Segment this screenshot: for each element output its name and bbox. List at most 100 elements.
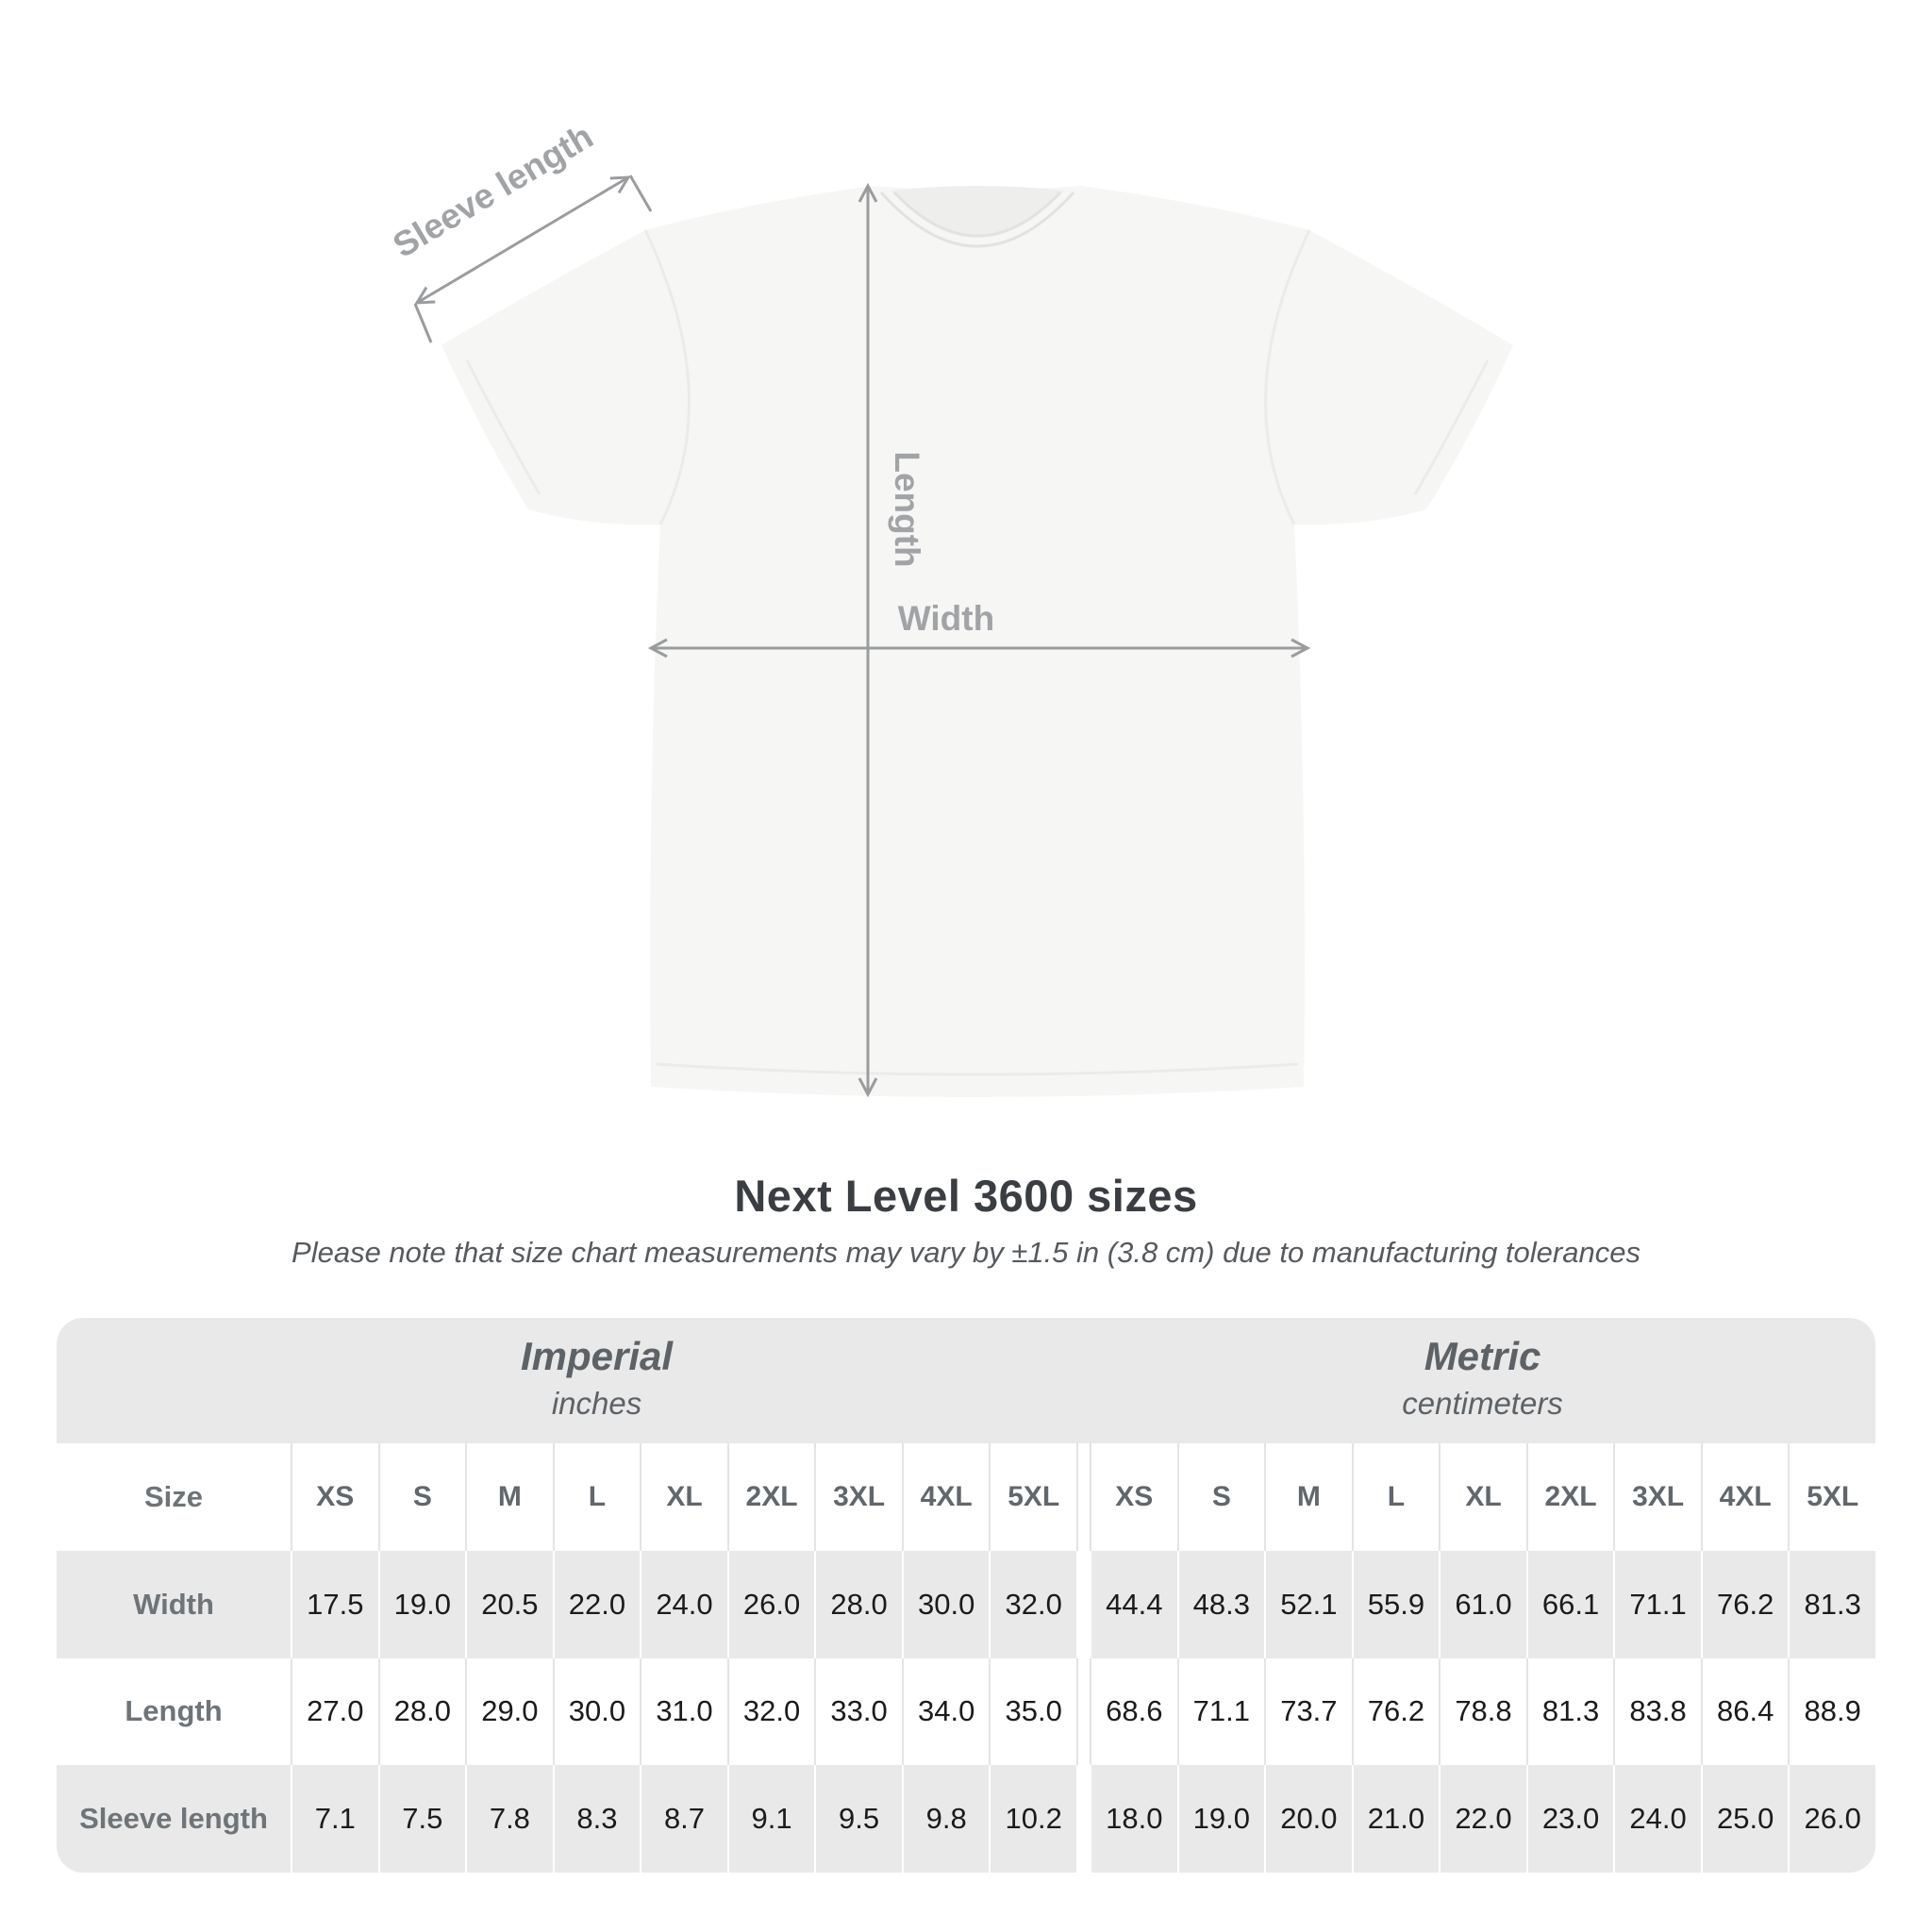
value-cell: 32.0 [989, 1550, 1076, 1658]
value-cell: 22.0 [552, 1550, 641, 1658]
imperial-header-sublabel: inches [551, 1386, 642, 1422]
value-cell: 9.1 [726, 1765, 815, 1873]
value-cell: 25.0 [1700, 1765, 1789, 1873]
collar-outer-seam [879, 191, 1075, 248]
value-cell: 28.0 [814, 1550, 902, 1658]
length-row-label: Length [125, 1694, 223, 1728]
value-cell: 48.3 [1176, 1550, 1265, 1658]
value-cell: 10.2 [989, 1765, 1076, 1873]
bottom-hem-stitch [656, 1062, 1299, 1076]
right-sleeve-seam [1264, 229, 1311, 525]
value-cell: 7.5 [377, 1765, 466, 1873]
width-row-label: Width [133, 1587, 214, 1621]
unit-divider [1076, 1657, 1090, 1766]
value-cell: 29.0 [465, 1657, 553, 1766]
value-cell: 17.5 [291, 1550, 378, 1658]
value-cell: 27.0 [291, 1657, 378, 1766]
size-header-cell: XS [1090, 1443, 1177, 1551]
value-cell: 19.0 [377, 1550, 466, 1658]
size-header-cell: XS [291, 1443, 378, 1551]
size-header-cell: XL [640, 1443, 727, 1551]
value-cell: 24.0 [1613, 1765, 1701, 1873]
value-cell: 55.9 [1351, 1550, 1440, 1658]
sleeve-length-row-label: Sleeve length [79, 1802, 268, 1836]
size-header-cell: XL [1439, 1443, 1526, 1551]
value-cell: 26.0 [1788, 1765, 1875, 1873]
value-cell: 81.3 [1525, 1657, 1614, 1766]
value-cell: 52.1 [1264, 1550, 1352, 1658]
value-cell: 9.5 [814, 1765, 902, 1873]
unit-divider [1076, 1550, 1090, 1658]
sleeve-length-arrow [414, 175, 631, 305]
value-cell: 9.8 [901, 1765, 990, 1873]
left-sleeve-seam [643, 229, 691, 525]
value-cell: 32.0 [726, 1657, 815, 1766]
size-header-cell: 3XL [814, 1443, 902, 1551]
size-header-cell: M [465, 1443, 553, 1551]
value-cell: 19.0 [1176, 1765, 1265, 1873]
metric-header-label: Metric [1424, 1334, 1541, 1378]
value-cell: 61.0 [1439, 1550, 1526, 1658]
collar-inner-seam [892, 191, 1062, 238]
size-header-cell: 5XL [1788, 1443, 1875, 1551]
unit-header-band: Imperial inches Metric centimeters [57, 1318, 1875, 1443]
size-header-cell: 4XL [901, 1443, 990, 1551]
table-row-width: Width 17.5 19.0 20.5 22.0 24.0 26.0 28.0 30.0 32… [57, 1550, 1875, 1658]
value-cell: 21.0 [1351, 1765, 1440, 1873]
table-row-length: Length 27.0 28.0 29.0 30.0 31.0 32.0 33.0 34.0 3… [57, 1657, 1875, 1766]
value-cell: 76.2 [1351, 1657, 1440, 1766]
value-cell: 76.2 [1700, 1550, 1789, 1658]
size-header-cell: 2XL [1525, 1443, 1614, 1551]
table-row-sizes: Size XS S M L XL 2XL 3XL 4XL 5XL XS S M L XL 2XL 3XL 4XL… [57, 1443, 1875, 1551]
value-cell: 66.1 [1525, 1550, 1614, 1658]
size-row-label: Size [143, 1479, 204, 1513]
left-sleeve-hem-stitch [465, 359, 541, 495]
value-cell: 26.0 [726, 1550, 815, 1658]
value-cell: 33.0 [814, 1657, 902, 1766]
value-cell: 68.6 [1090, 1657, 1177, 1766]
value-cell: 8.3 [552, 1765, 641, 1873]
value-cell: 23.0 [1525, 1765, 1614, 1873]
size-header-cell: 5XL [989, 1443, 1076, 1551]
value-cell: 44.4 [1090, 1550, 1177, 1658]
tshirt-silhouette [441, 186, 1513, 1097]
sleeve-arrow-upper-tick [628, 175, 653, 212]
value-cell: 30.0 [552, 1657, 641, 1766]
value-cell: 22.0 [1439, 1765, 1526, 1873]
size-header-cell: S [377, 1443, 466, 1551]
sleeve-arrow-lower-tick [413, 303, 433, 343]
tshirt-measurement-diagram: Sleeve length Length Width [386, 116, 1513, 1098]
unit-divider [1076, 1765, 1090, 1873]
size-header-cell: L [552, 1443, 641, 1551]
value-cell: 86.4 [1700, 1657, 1789, 1766]
right-sleeve-hem-stitch [1413, 359, 1490, 495]
value-cell: 31.0 [640, 1657, 727, 1766]
value-cell: 20.0 [1264, 1765, 1352, 1873]
size-chart-table: Imperial inches Metric centimeters Size … [57, 1318, 1875, 1873]
value-cell: 20.5 [465, 1550, 553, 1658]
value-cell: 71.1 [1613, 1550, 1701, 1658]
value-cell: 30.0 [901, 1550, 990, 1658]
unit-divider [1076, 1443, 1090, 1551]
imperial-header: Imperial inches [57, 1318, 1090, 1443]
value-cell: 81.3 [1788, 1550, 1875, 1658]
page-title: Next Level 3600 sizes [734, 1171, 1198, 1221]
value-cell: 7.1 [291, 1765, 378, 1873]
size-header-cell: 3XL [1613, 1443, 1701, 1551]
size-header-cell: S [1176, 1443, 1265, 1551]
width-label: Width [898, 599, 994, 638]
value-cell: 73.7 [1264, 1657, 1352, 1766]
value-cell: 24.0 [640, 1550, 727, 1658]
value-cell: 35.0 [989, 1657, 1076, 1766]
size-header-cell: M [1264, 1443, 1352, 1551]
value-cell: 83.8 [1613, 1657, 1701, 1766]
sleeve-length-label: Sleeve length [387, 117, 600, 265]
value-cell: 8.7 [640, 1765, 727, 1873]
value-cell: 18.0 [1090, 1765, 1177, 1873]
length-label: Length [888, 451, 926, 567]
size-header-cell: 4XL [1700, 1443, 1789, 1551]
imperial-header-label: Imperial [521, 1334, 674, 1378]
tolerance-note: Please note that size chart measurements… [291, 1236, 1641, 1269]
size-header-cell: L [1351, 1443, 1440, 1551]
metric-header: Metric centimeters [1090, 1318, 1875, 1443]
